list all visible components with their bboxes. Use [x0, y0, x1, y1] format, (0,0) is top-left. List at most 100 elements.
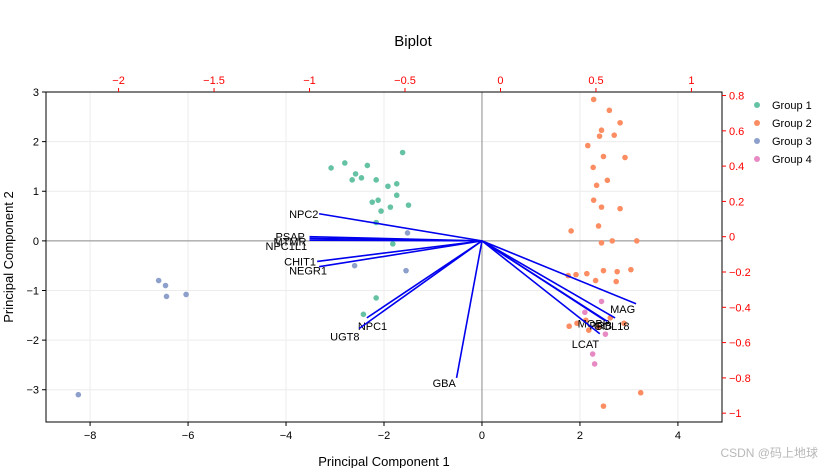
scatter-point-group-2: [596, 133, 603, 139]
scatter-point-group-1: [378, 208, 384, 214]
scatter-point-group-2: [590, 96, 597, 103]
scatter-point-group-2: [598, 204, 605, 210]
scatter-point-group-1: [342, 160, 348, 166]
x-tick-label: −8: [84, 430, 97, 442]
scatter-point-group-2: [600, 153, 607, 160]
scatter-point-group-1: [399, 149, 406, 156]
loading-arrow: [481, 240, 637, 305]
legend-marker-group-2: [754, 120, 760, 126]
scatter-point-group-1: [385, 183, 391, 190]
scatter-point-group-2: [566, 323, 572, 330]
right-tick-label: −0.8: [729, 373, 751, 385]
scatter-point-group-1: [393, 192, 400, 199]
scatter-point-group-2: [637, 389, 644, 396]
scatter-point-group-1: [373, 177, 379, 183]
right-tick-label: 0.8: [729, 91, 744, 103]
scatter-point-group-2: [568, 228, 574, 234]
scatter-point-group-2: [585, 327, 592, 333]
scatter-point-group-4: [582, 309, 588, 316]
scatter-point-group-2: [592, 277, 599, 284]
scatter-point-group-2: [600, 267, 607, 274]
scatter-point-group-1: [387, 204, 394, 210]
loading-arrow: [481, 240, 608, 323]
legend-label-group-3: Group 3: [772, 136, 812, 148]
scatter-point-group-1: [390, 241, 396, 247]
loading-arrow: [481, 240, 601, 335]
x-axis-title: Principal Component 1: [318, 454, 450, 468]
scatter-point-group-2: [617, 205, 623, 212]
loading-label: NEGR1: [289, 266, 327, 278]
scatter-point-group-2: [613, 278, 619, 285]
scatter-point-group-2: [595, 223, 602, 229]
axes: −8 −6 −4 −2 0 2 4 3 2 1 0 −1 −2 −3 −2 −1.5 −1 −0.5 0 0.5 1 0.…: [26, 75, 750, 442]
y-tick-label: −1: [26, 285, 39, 297]
scatter-point-group-1: [373, 295, 379, 301]
scatter-point-group-3: [404, 230, 411, 236]
top-tick-label: 1: [688, 75, 694, 87]
right-tick-label: −1: [729, 408, 742, 420]
chart-title: Biplot: [394, 33, 432, 50]
legend-marker-group-4: [754, 156, 760, 162]
x-tick-label: 2: [577, 430, 583, 442]
y-tick-label: 3: [33, 87, 39, 99]
scatter-point-group-2: [622, 154, 628, 161]
x-tick-label: −4: [280, 430, 293, 442]
scatter-point-group-1: [405, 202, 412, 208]
scatter-point-group-2: [617, 119, 623, 126]
scatter-point-group-2: [584, 270, 590, 277]
x-tick-label: −2: [378, 430, 391, 442]
right-tick-label: −0.6: [729, 338, 751, 350]
scatter-point-group-2: [584, 142, 591, 149]
loading-label: PSAP: [276, 232, 305, 244]
loading-arrow: [318, 240, 483, 268]
y-tick-label: 2: [33, 137, 39, 149]
loading-arrow: [309, 239, 482, 242]
scatter-point-group-3: [183, 291, 189, 298]
scatter-point-group-2: [609, 238, 616, 244]
scatter-point-group-2: [595, 324, 602, 331]
scatter-point-group-2: [600, 403, 607, 409]
scatter-point-group-3: [75, 391, 82, 398]
scatter-point-group-3: [403, 267, 409, 274]
scatter-point-group-1: [358, 175, 365, 181]
scatter-point-group-2: [621, 320, 627, 327]
loading-label: MTMR: [274, 236, 307, 248]
scatter-point-group-1: [328, 165, 334, 171]
loading-label: GBA: [433, 378, 457, 390]
y-tick-label: 0: [33, 236, 39, 248]
scatter-point-group-3: [351, 262, 358, 269]
scatter-point-group-2: [573, 271, 579, 278]
loading-label: MAG: [610, 304, 635, 316]
legend-label-group-4: Group 4: [772, 154, 812, 166]
x-tick-label: 4: [675, 430, 681, 442]
scatter-point-group-4: [591, 361, 598, 367]
top-tick-label: 0.5: [588, 75, 603, 87]
x-tick-label: −6: [182, 430, 195, 442]
y-tick-label: −2: [26, 335, 39, 347]
loading-arrow: [455, 240, 483, 379]
right-tick-label: −0.2: [729, 267, 751, 279]
scatter-point-group-1: [369, 199, 376, 205]
scatter-point-group-2: [606, 107, 613, 114]
right-tick-label: −0.4: [729, 302, 751, 314]
top-tick-label: −1.5: [203, 75, 225, 87]
right-tick-label: 0.6: [729, 126, 744, 138]
top-tick-label: −2: [112, 75, 125, 87]
legend-label-group-2: Group 2: [772, 118, 812, 130]
scatter-point-group-2: [598, 240, 605, 246]
scatter-point-group-2: [614, 268, 620, 275]
loading-arrow: [317, 240, 483, 263]
loading-label: UGT8: [330, 331, 359, 343]
scatter-point-group-2: [604, 177, 611, 184]
scatter-point-group-4: [598, 298, 605, 305]
scatter-point-group-1: [352, 171, 359, 177]
scatter-point-group-2: [633, 238, 640, 244]
legend: Group 1 Group 2 Group 3 Group 4: [754, 100, 812, 166]
loading-label: NPC1L1: [266, 241, 308, 253]
loading-arrows: NPC2PSAPMTMRNPC1L1CHIT1NEGR1NPC1UGT8GBAM…: [266, 209, 637, 390]
top-tick-label: 0: [497, 75, 503, 87]
loading-arrow: [318, 212, 483, 242]
scatter-point-group-1: [364, 162, 371, 169]
scatter-point-group-2: [593, 182, 600, 189]
